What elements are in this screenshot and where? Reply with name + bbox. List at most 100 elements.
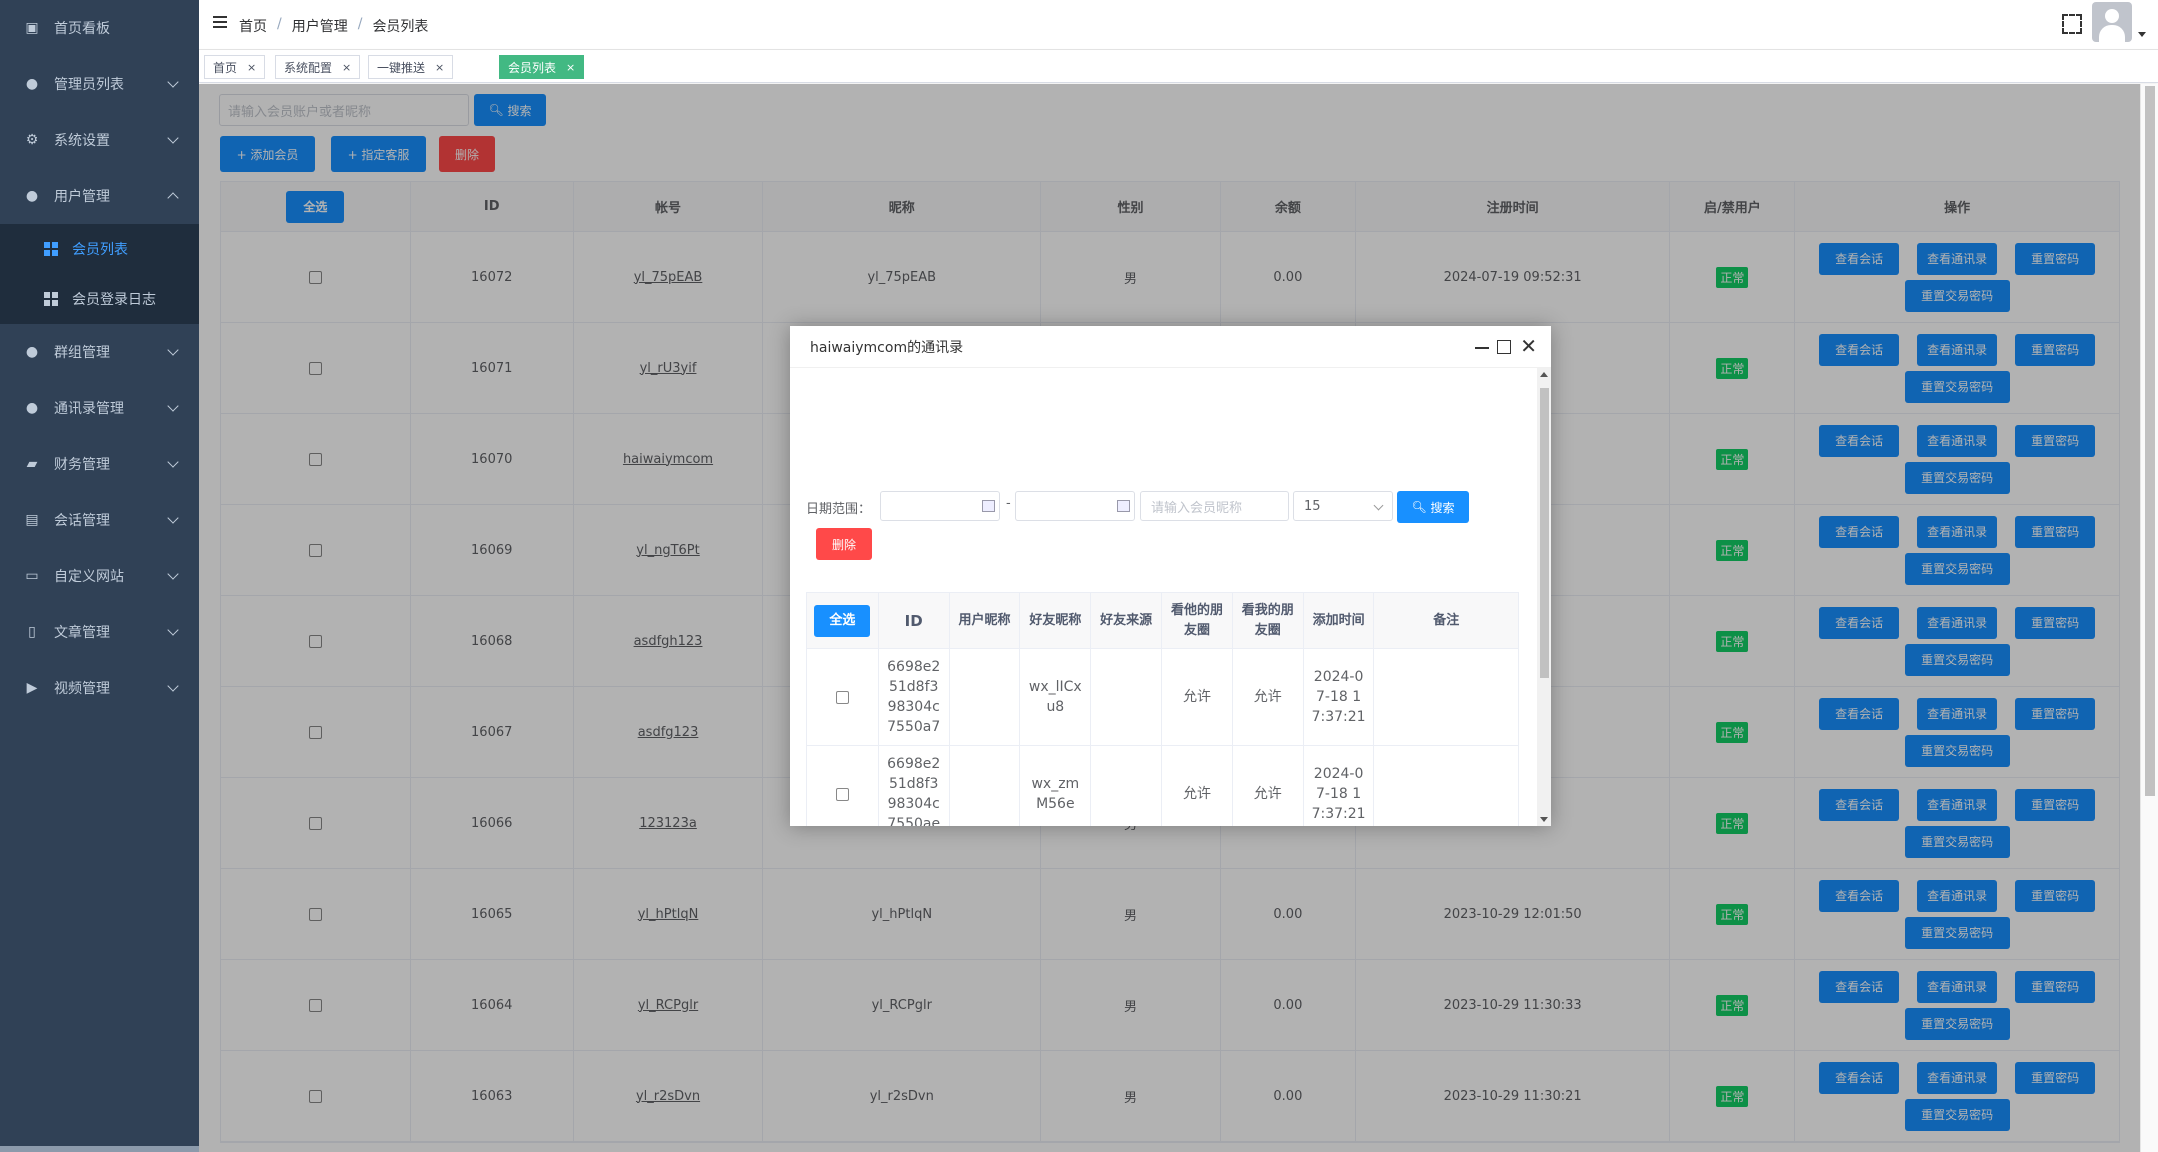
sidebar-item-custom-site[interactable]: ▭ 自定义网站 xyxy=(0,548,199,604)
view-session-button[interactable]: 查看会话 xyxy=(1819,879,1900,912)
tag-system-config[interactable]: 系统配置 × xyxy=(275,55,361,79)
view-contacts-button[interactable]: 查看通讯录 xyxy=(1917,333,1998,366)
search-input[interactable]: 请输入会员账户或者昵称 xyxy=(219,94,469,126)
dialog-scrollbar-thumb[interactable] xyxy=(1540,388,1549,678)
close-icon[interactable]: × xyxy=(247,60,257,74)
breadcrumb-item-home[interactable]: 首页 xyxy=(239,19,267,35)
tag-push[interactable]: 一键推送 × xyxy=(368,55,454,79)
page-scrollbar[interactable] xyxy=(2140,84,2158,1152)
hamburger-icon[interactable] xyxy=(213,16,227,28)
row-checkbox[interactable] xyxy=(835,787,849,801)
account-link[interactable]: yl_hPtlqN xyxy=(637,906,699,922)
sidebar-scrollbar[interactable] xyxy=(0,1146,199,1152)
scroll-down-icon[interactable] xyxy=(1540,817,1548,822)
add-member-button[interactable]: + 添加会员 xyxy=(220,136,315,172)
reset-password-button[interactable]: 重置密码 xyxy=(2015,515,2096,548)
view-session-button[interactable]: 查看会话 xyxy=(1819,515,1900,548)
dialog-delete-button[interactable]: 删除 xyxy=(816,528,872,560)
sidebar-item-sessions[interactable]: ▤ 会话管理 xyxy=(0,492,199,548)
sidebar-item-dashboard[interactable]: ▣ 首页看板 xyxy=(0,0,199,56)
reset-password-button[interactable]: 重置密码 xyxy=(2015,879,2096,912)
account-link[interactable]: 123123a xyxy=(639,815,697,831)
account-link[interactable]: yl_r2sDvn xyxy=(635,1088,701,1104)
avatar[interactable] xyxy=(2092,2,2132,42)
view-contacts-button[interactable]: 查看通讯录 xyxy=(1917,515,1998,548)
dialog-search-button[interactable]: 🔍︎ 搜索 xyxy=(1397,491,1469,523)
reset-password-button[interactable]: 重置密码 xyxy=(2015,242,2096,275)
close-icon[interactable]: ✕ xyxy=(1520,334,1537,358)
reset-password-button[interactable]: 重置密码 xyxy=(2015,970,2096,1003)
sidebar-subitem-member-list[interactable]: 会员列表 xyxy=(0,224,199,274)
reset-trade-password-button[interactable]: 重置交易密码 xyxy=(1904,461,2010,494)
row-checkbox[interactable] xyxy=(308,998,322,1012)
row-checkbox[interactable] xyxy=(308,816,322,830)
sidebar-item-videos[interactable]: ▶ 视频管理 xyxy=(0,660,199,716)
reset-password-button[interactable]: 重置密码 xyxy=(2015,788,2096,821)
sidebar-item-articles[interactable]: ▯ 文章管理 xyxy=(0,604,199,660)
status-badge[interactable]: 正常 xyxy=(1716,994,1749,1016)
row-checkbox[interactable] xyxy=(308,452,322,466)
end-date-input[interactable] xyxy=(1015,491,1135,521)
row-checkbox[interactable] xyxy=(308,543,322,557)
close-icon[interactable]: × xyxy=(342,60,352,74)
tag-member-list[interactable]: 会员列表 × xyxy=(499,55,585,79)
reset-password-button[interactable]: 重置密码 xyxy=(2015,1061,2096,1094)
scroll-up-icon[interactable] xyxy=(1540,372,1548,377)
close-icon[interactable]: × xyxy=(566,60,576,74)
account-link[interactable]: asdfgh123 xyxy=(633,633,703,649)
view-contacts-button[interactable]: 查看通讯录 xyxy=(1917,788,1998,821)
reset-trade-password-button[interactable]: 重置交易密码 xyxy=(1904,1007,2010,1040)
account-link[interactable]: haiwaiymcom xyxy=(622,451,714,467)
row-checkbox[interactable] xyxy=(835,690,849,704)
reset-trade-password-button[interactable]: 重置交易密码 xyxy=(1904,825,2010,858)
sidebar-item-admins[interactable]: ● 管理员列表 xyxy=(0,56,199,112)
reset-password-button[interactable]: 重置密码 xyxy=(2015,424,2096,457)
view-contacts-button[interactable]: 查看通讯录 xyxy=(1917,606,1998,639)
view-session-button[interactable]: 查看会话 xyxy=(1819,242,1900,275)
row-checkbox[interactable] xyxy=(308,725,322,739)
select-all-button[interactable]: 全选 xyxy=(286,190,345,223)
start-date-input[interactable] xyxy=(880,491,1000,521)
account-link[interactable]: asdfg123 xyxy=(637,724,699,740)
view-contacts-button[interactable]: 查看通讯录 xyxy=(1917,242,1998,275)
reset-trade-password-button[interactable]: 重置交易密码 xyxy=(1904,916,2010,949)
minimize-icon[interactable] xyxy=(1475,347,1489,349)
row-checkbox[interactable] xyxy=(308,361,322,375)
tag-home[interactable]: 首页 × xyxy=(204,55,266,79)
nickname-input[interactable]: 请输入会员昵称 xyxy=(1140,491,1289,521)
account-link[interactable]: yl_rU3yif xyxy=(639,360,697,376)
status-badge[interactable]: 正常 xyxy=(1716,903,1749,925)
view-session-button[interactable]: 查看会话 xyxy=(1819,970,1900,1003)
dialog-scrollbar[interactable] xyxy=(1537,368,1551,826)
row-checkbox[interactable] xyxy=(308,1089,322,1103)
page-scrollbar-thumb[interactable] xyxy=(2145,86,2155,796)
status-badge[interactable]: 正常 xyxy=(1716,357,1749,379)
sidebar-item-contacts[interactable]: ● 通讯录管理 xyxy=(0,380,199,436)
search-button[interactable]: 🔍︎ 搜索 xyxy=(474,94,546,126)
caret-down-icon[interactable] xyxy=(2138,32,2146,37)
view-session-button[interactable]: 查看会话 xyxy=(1819,1061,1900,1094)
status-badge[interactable]: 正常 xyxy=(1716,721,1749,743)
view-session-button[interactable]: 查看会话 xyxy=(1819,333,1900,366)
status-badge[interactable]: 正常 xyxy=(1716,539,1749,561)
fullscreen-icon[interactable] xyxy=(2062,14,2082,34)
reset-trade-password-button[interactable]: 重置交易密码 xyxy=(1904,552,2010,585)
reset-trade-password-button[interactable]: 重置交易密码 xyxy=(1904,643,2010,676)
reset-trade-password-button[interactable]: 重置交易密码 xyxy=(1904,370,2010,403)
reset-password-button[interactable]: 重置密码 xyxy=(2015,333,2096,366)
view-session-button[interactable]: 查看会话 xyxy=(1819,606,1900,639)
page-size-select[interactable]: 15 xyxy=(1293,491,1393,521)
maximize-icon[interactable] xyxy=(1497,340,1511,354)
sidebar-subitem-login-log[interactable]: 会员登录日志 xyxy=(0,274,199,324)
dialog-select-all-button[interactable]: 全选 xyxy=(814,604,871,637)
view-contacts-button[interactable]: 查看通讯录 xyxy=(1917,879,1998,912)
view-session-button[interactable]: 查看会话 xyxy=(1819,697,1900,730)
status-badge[interactable]: 正常 xyxy=(1716,630,1749,652)
view-session-button[interactable]: 查看会话 xyxy=(1819,424,1900,457)
account-link[interactable]: yl_75pEAB xyxy=(633,269,703,285)
reset-password-button[interactable]: 重置密码 xyxy=(2015,606,2096,639)
row-checkbox[interactable] xyxy=(308,634,322,648)
reset-trade-password-button[interactable]: 重置交易密码 xyxy=(1904,734,2010,767)
view-contacts-button[interactable]: 查看通讯录 xyxy=(1917,424,1998,457)
status-badge[interactable]: 正常 xyxy=(1716,1085,1749,1107)
